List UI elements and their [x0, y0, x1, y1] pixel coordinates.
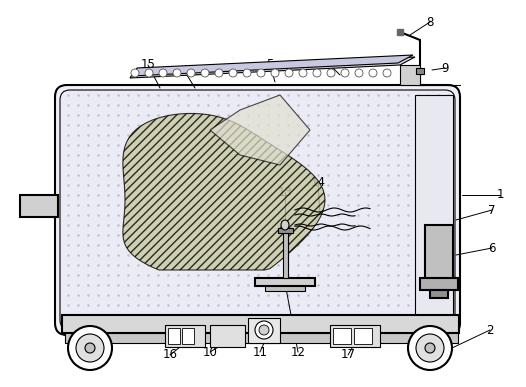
- Circle shape: [243, 69, 251, 77]
- Bar: [416, 68, 424, 74]
- Bar: [65, 333, 458, 343]
- Circle shape: [85, 343, 95, 353]
- Bar: [165, 325, 205, 347]
- Circle shape: [271, 69, 279, 77]
- Circle shape: [341, 69, 349, 77]
- FancyBboxPatch shape: [55, 85, 460, 335]
- Polygon shape: [210, 95, 310, 165]
- Bar: [210, 325, 245, 347]
- Text: 1: 1: [496, 188, 504, 202]
- Circle shape: [327, 69, 335, 77]
- Circle shape: [416, 334, 444, 362]
- Bar: [62, 315, 459, 333]
- Text: 5: 5: [266, 58, 274, 72]
- Bar: [168, 328, 180, 344]
- Circle shape: [313, 69, 321, 77]
- Circle shape: [299, 69, 307, 77]
- Circle shape: [355, 69, 363, 77]
- Circle shape: [285, 69, 293, 77]
- Bar: [425, 225, 453, 280]
- Circle shape: [145, 69, 153, 77]
- Circle shape: [201, 69, 209, 77]
- Bar: [400, 65, 420, 85]
- Text: 15: 15: [140, 58, 156, 72]
- Polygon shape: [130, 57, 415, 78]
- Polygon shape: [132, 55, 413, 76]
- Text: 9: 9: [441, 62, 449, 75]
- Circle shape: [408, 326, 452, 370]
- Circle shape: [259, 325, 269, 335]
- Circle shape: [76, 334, 104, 362]
- Circle shape: [187, 69, 195, 77]
- Circle shape: [131, 69, 139, 77]
- Text: 13: 13: [278, 185, 292, 199]
- Text: 3: 3: [326, 58, 333, 72]
- Circle shape: [425, 343, 435, 353]
- Text: 6: 6: [488, 241, 495, 255]
- Bar: [420, 278, 458, 290]
- Text: 2: 2: [486, 324, 494, 337]
- Bar: [283, 230, 288, 278]
- Text: 16: 16: [163, 349, 177, 361]
- Text: 11: 11: [252, 346, 268, 358]
- Circle shape: [229, 69, 237, 77]
- Circle shape: [173, 69, 181, 77]
- Text: 12: 12: [290, 346, 306, 358]
- Polygon shape: [123, 113, 325, 270]
- Text: 10: 10: [203, 346, 217, 358]
- Bar: [354, 328, 372, 344]
- Circle shape: [159, 69, 167, 77]
- Bar: [248, 318, 280, 343]
- Text: 8: 8: [426, 15, 434, 29]
- Circle shape: [215, 69, 223, 77]
- Circle shape: [257, 69, 265, 77]
- Text: 18: 18: [31, 209, 45, 221]
- Bar: [278, 228, 293, 233]
- Circle shape: [383, 69, 391, 77]
- Text: 4: 4: [181, 65, 189, 79]
- Text: 7: 7: [488, 204, 495, 216]
- Text: 14: 14: [310, 175, 326, 188]
- Bar: [265, 286, 305, 291]
- Bar: [20, 195, 58, 217]
- Circle shape: [68, 326, 112, 370]
- Ellipse shape: [281, 220, 289, 230]
- Bar: [182, 328, 194, 344]
- FancyBboxPatch shape: [60, 90, 455, 330]
- Bar: [333, 328, 351, 344]
- Bar: [255, 278, 315, 286]
- Circle shape: [369, 69, 377, 77]
- Bar: [430, 290, 448, 298]
- Bar: [330, 325, 380, 347]
- Circle shape: [255, 321, 273, 339]
- Bar: [415, 95, 453, 333]
- Text: 17: 17: [340, 349, 356, 361]
